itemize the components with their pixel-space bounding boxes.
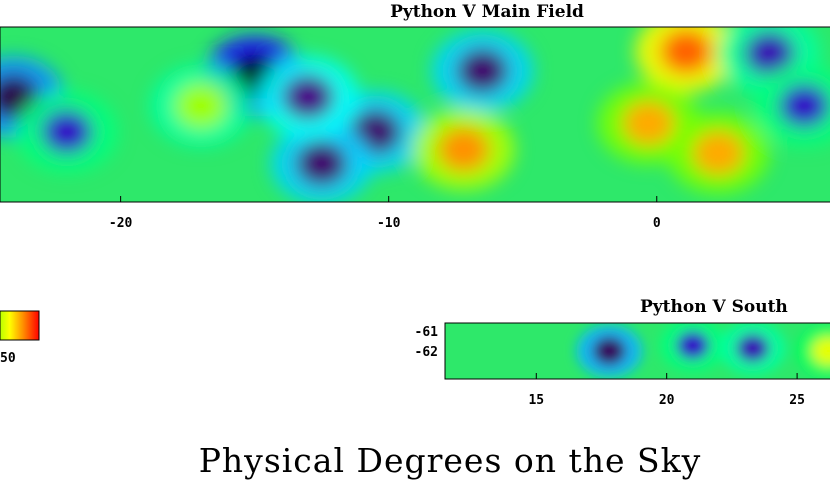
south-panel: Python V South -61-62 15 20 25 xyxy=(415,297,830,408)
colorbar: 50 xyxy=(0,310,40,366)
main-heatmap-spot-10 xyxy=(692,130,744,176)
south-y-tick-label: -62 xyxy=(415,345,438,360)
south-x-axis: 15 20 25 xyxy=(528,373,805,408)
south-heatmap-spot-3 xyxy=(811,336,830,366)
sky-axis-label: Physical Degrees on the Sky xyxy=(199,441,702,480)
main-heatmap-spot-4 xyxy=(296,141,348,186)
main-heatmap-spot-2 xyxy=(41,109,93,155)
colorbar-label: 50 xyxy=(0,351,16,366)
main-x-tick-label: 0 xyxy=(653,216,661,231)
colorbar-gradient xyxy=(0,310,40,341)
main-heatmap-spot-11 xyxy=(175,83,227,128)
south-y-axis: -61-62 xyxy=(415,325,439,360)
main-x-tick-label: -20 xyxy=(109,216,133,231)
south-x-tick-label: 15 xyxy=(528,393,544,408)
main-heatmap-spot-6 xyxy=(282,74,334,120)
south-heatmap-spot-2 xyxy=(736,333,770,363)
main-heatmap-spot-5 xyxy=(457,48,509,93)
main-field-panel: Python V Main Field -20 -10 0 xyxy=(0,2,830,231)
main-field-heatmap xyxy=(0,27,830,202)
main-field-x-axis: -20 -10 0 xyxy=(109,196,661,231)
south-x-tick-label: 25 xyxy=(789,393,805,408)
south-title: Python V South xyxy=(640,297,788,317)
main-heatmap-spot-12 xyxy=(743,31,795,76)
main-x-tick-label: -10 xyxy=(377,216,401,231)
main-heatmap-spot-7 xyxy=(660,29,712,74)
south-x-tick-label: 20 xyxy=(659,393,675,408)
south-heatmap xyxy=(576,323,830,378)
south-frame xyxy=(444,322,830,380)
main-field-title: Python V Main Field xyxy=(390,2,584,22)
main-heatmap-spot-13 xyxy=(778,83,830,128)
main-field-frame xyxy=(0,26,830,203)
south-y-tick-label: -61 xyxy=(415,325,439,340)
main-heatmap-spot-8 xyxy=(438,127,490,172)
main-heatmap-spot-9 xyxy=(623,101,675,146)
south-heatmap-spot-0 xyxy=(592,336,626,366)
south-heatmap-spot-1 xyxy=(676,331,710,360)
